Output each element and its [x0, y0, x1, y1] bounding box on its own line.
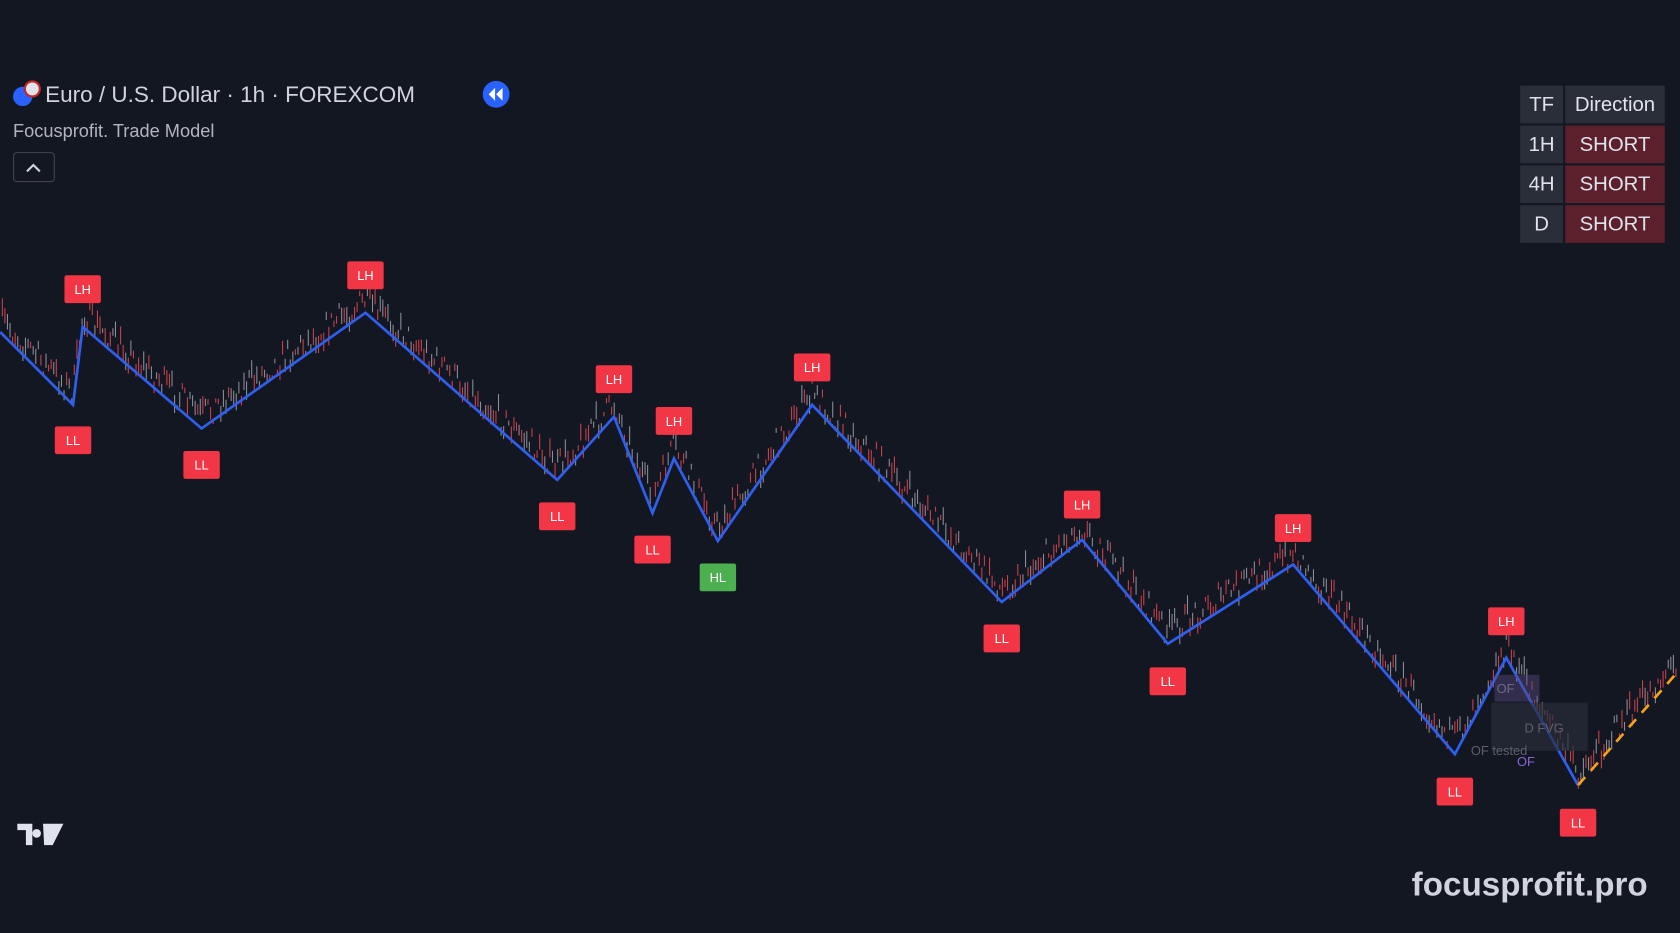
pivot-label-box	[1149, 667, 1186, 696]
projection-line	[1577, 668, 1680, 787]
replay-icon	[488, 87, 503, 101]
table-cell	[1565, 125, 1665, 164]
pivot-labels: LH LL LL LH LH LH LL LL HL LH LL LH LL LH LH LL LL	[54, 261, 1597, 837]
pivot-label: LH	[606, 372, 622, 387]
pivot-label-box	[699, 563, 737, 592]
table-text: SHORT	[1580, 134, 1651, 156]
collapse-icon	[26, 163, 41, 173]
pivot-label-box	[983, 624, 1020, 653]
pivot-label: LL	[995, 631, 1009, 646]
pivot-label-box	[347, 261, 384, 290]
pivot-label: LL	[1571, 815, 1585, 830]
annotation: OF	[1517, 754, 1535, 769]
pivot-label: LH	[1074, 497, 1090, 512]
pivot-label: LH	[357, 268, 373, 283]
pivot-label-box	[595, 365, 633, 394]
pivot-label-box	[1436, 777, 1474, 806]
table-text: D	[1534, 214, 1549, 236]
direction-table: TF Direction 1H SHORT 4H SHORT D SHORT	[1520, 85, 1665, 243]
pivot-label-box	[183, 450, 220, 479]
table-cell	[1520, 85, 1564, 124]
annotation: OF tested	[1471, 743, 1527, 758]
watermark: focusprofit.pro	[1412, 867, 1648, 904]
pivot-label: LL	[194, 458, 208, 473]
table-cell	[1520, 125, 1564, 164]
symbol-icon	[23, 80, 41, 98]
table-text: SHORT	[1580, 174, 1651, 196]
table-text: 1H	[1529, 134, 1555, 156]
pivot-label: HL	[710, 570, 726, 585]
collapse-button[interactable]	[13, 152, 55, 183]
pivot-label: LL	[645, 542, 659, 557]
pivot-label: LH	[804, 360, 820, 375]
pivot-label-box	[64, 275, 101, 304]
annotation: OF	[1497, 681, 1515, 696]
pivot-label: LH	[74, 282, 90, 297]
indicator-name: Focusprofit. Trade Model	[13, 121, 214, 141]
table-cell	[1565, 205, 1665, 243]
pivot-label: LH	[1498, 614, 1514, 629]
pivot-label: LL	[66, 433, 80, 448]
pivot-label-box	[1559, 808, 1597, 837]
table-cell	[1565, 165, 1665, 204]
pivot-label-box	[54, 426, 92, 455]
table-text: 4H	[1529, 174, 1555, 196]
pivot-label-box	[1488, 607, 1525, 636]
replay-button[interactable]	[482, 80, 510, 108]
chart-title: Euro / U.S. Dollar · 1h · FOREXCOM	[45, 82, 415, 107]
pivot-label-box	[1274, 514, 1312, 543]
pivot-label: LL	[550, 509, 564, 524]
pivot-label: LH	[1285, 521, 1301, 536]
table-text: TF	[1529, 94, 1554, 116]
pivot-label-box	[793, 353, 831, 382]
pivot-label: LL	[1448, 784, 1462, 799]
table-cell	[1520, 165, 1564, 204]
pivot-label: LH	[666, 414, 682, 429]
pivot-label: LL	[1161, 674, 1175, 689]
pivot-label-box	[538, 502, 576, 531]
table-cell	[1520, 205, 1564, 243]
tv-logo	[17, 823, 64, 846]
zigzag-line	[0, 311, 1580, 786]
pivot-label-box	[1063, 490, 1101, 519]
pivot-label-box	[655, 407, 693, 435]
annotation: D FVG	[1524, 721, 1563, 736]
table-text: Direction	[1575, 94, 1655, 116]
table-cell	[1565, 85, 1665, 124]
fvg-zone	[1491, 702, 1588, 751]
pivot-label-box	[634, 535, 671, 564]
table-text: SHORT	[1580, 214, 1651, 236]
of-zone	[1494, 674, 1540, 702]
